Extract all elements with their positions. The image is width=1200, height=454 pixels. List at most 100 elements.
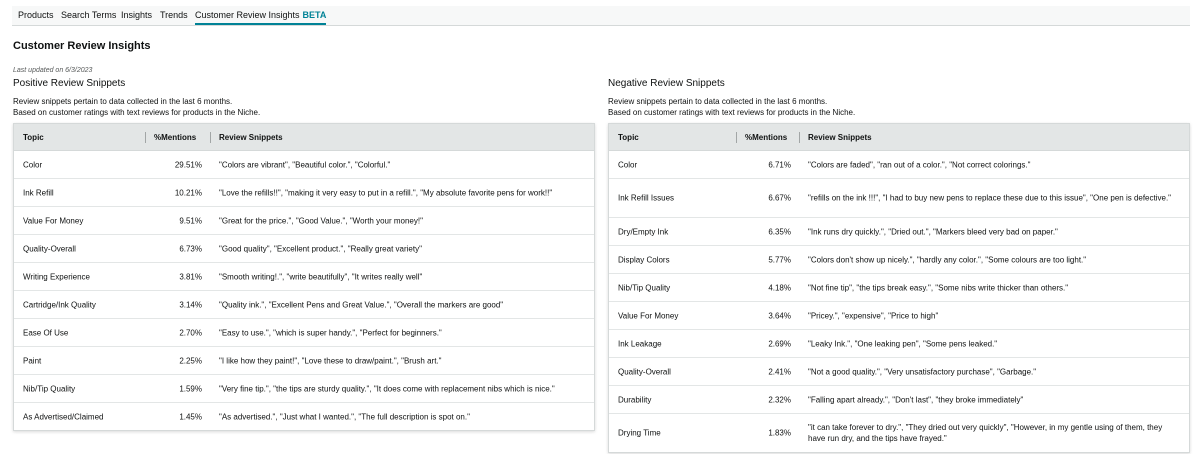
- header-topic: Topic: [618, 133, 639, 142]
- negative-section-title: Negative Review Snippets: [608, 78, 725, 89]
- snippet-cell: "refills on the ink !!!", "I had to buy …: [808, 193, 1172, 203]
- page-title: Customer Review Insights: [13, 40, 151, 52]
- snippet-cell: "Very fine tip.", "the tips are sturdy q…: [219, 384, 555, 393]
- table-row: Cartridge/Ink Quality 3.14% "Quality ink."…: [14, 291, 594, 319]
- topic-cell: Ink Refill Issues: [618, 193, 675, 203]
- snippet-cell: "Leaky Ink.", "One leaking pen", "Some p…: [808, 339, 998, 348]
- negative-description: Review snippets pertain to data collecte…: [608, 96, 855, 118]
- mentions-cell: 6.73%: [179, 244, 202, 253]
- mentions-cell: 2.69%: [768, 339, 791, 348]
- topic-cell: Ease Of Use: [23, 328, 69, 337]
- negative-table-body: Color 6.71% "Colors are faded", "ran out o…: [609, 151, 1189, 452]
- tab-products[interactable]: Products: [18, 10, 54, 20]
- tab-insights[interactable]: Insights: [121, 10, 153, 20]
- snippet-cell: "Falling apart already.", "Don't last", …: [808, 395, 1024, 404]
- mentions-cell: 3.81%: [179, 272, 202, 281]
- table-row: Ease Of Use 2.70% "Easy to use.", "which i…: [14, 319, 594, 347]
- topic-cell: Value For Money: [23, 216, 84, 225]
- mentions-cell: 1.59%: [179, 384, 202, 393]
- topic-cell: Cartridge/Ink Quality: [23, 300, 96, 309]
- snippet-cell: "Colors are faded", "ran out of a color.…: [808, 160, 1031, 169]
- table-row: Value For Money 9.51% "Great for the price…: [14, 207, 594, 235]
- topic-cell: Nib/Tip Quality: [618, 283, 671, 292]
- mentions-cell: 4.18%: [768, 283, 791, 292]
- table-row: Ink Leakage 2.69% "Leaky Ink.", "One leaki…: [609, 330, 1189, 358]
- mentions-cell: 9.51%: [179, 216, 202, 225]
- header-mentions: %Mentions: [154, 133, 197, 142]
- topic-cell: Quality-Overall: [23, 244, 76, 253]
- header-snippets: Review Snippets: [808, 133, 872, 142]
- snippet-cell: "Easy to use.", "which is super handy.",…: [219, 328, 442, 337]
- table-row: Nib/Tip Quality 4.18% "Not fine tip", "the…: [609, 274, 1189, 302]
- mentions-cell: 10.21%: [174, 188, 202, 197]
- tab-search-terms[interactable]: Search Terms: [61, 10, 117, 20]
- mentions-cell: 1.45%: [179, 412, 202, 421]
- topic-cell: Ink Refill: [23, 188, 54, 197]
- table-row: Value For Money 3.64% "Pricey.", "expensiv…: [609, 302, 1189, 330]
- mentions-cell: 2.70%: [179, 328, 202, 337]
- table-row: Color 6.71% "Colors are faded", "ran out o…: [609, 151, 1189, 179]
- topic-cell: Drying Time: [618, 428, 661, 438]
- positive-description: Review snippets pertain to data collecte…: [13, 96, 260, 118]
- topic-cell: As Advertised/Claimed: [23, 412, 104, 421]
- mentions-cell: 6.67%: [768, 193, 791, 203]
- table-header: Topic %Mentions Review Snippets: [14, 124, 594, 151]
- snippet-cell: "I like how they paint!", "Love these to…: [219, 356, 442, 365]
- table-row: Writing Experience 3.81% "Smooth writing!.…: [14, 263, 594, 291]
- beta-badge: BETA: [302, 10, 327, 20]
- snippet-cell: "Love the refills!!", "making it very ea…: [219, 188, 553, 197]
- mentions-cell: 6.35%: [768, 227, 791, 236]
- positive-section-title: Positive Review Snippets: [13, 78, 126, 89]
- mentions-cell: 2.25%: [179, 356, 202, 365]
- column-divider: [210, 132, 211, 143]
- positive-desc-line-2: Based on customer ratings with text revi…: [13, 108, 261, 117]
- nav-tabs: Products Search Terms Insights Trends Cu…: [12, 6, 1190, 26]
- column-divider: [799, 132, 800, 143]
- tab-trends[interactable]: Trends: [160, 10, 188, 20]
- mentions-cell: 5.77%: [768, 255, 791, 264]
- mentions-cell: 3.64%: [768, 311, 791, 320]
- topic-cell: Nib/Tip Quality: [23, 384, 76, 393]
- topic-cell: Color: [618, 160, 638, 169]
- snippet-cell: "Colors are vibrant", "Beautiful color."…: [219, 160, 391, 169]
- mentions-cell: 2.41%: [768, 367, 791, 376]
- snippet-cell: "Pricey.", "expensive", "Price to high": [808, 311, 939, 320]
- last-updated: Last updated on 6/3/2023: [13, 67, 93, 74]
- topic-cell: Paint: [23, 356, 42, 365]
- snippet-cell: "As advertised.", "Just what I wanted.",…: [219, 412, 470, 421]
- tab-customer-review-insights[interactable]: Customer Review Insights BETA: [195, 10, 327, 25]
- positive-desc-line-1: Review snippets pertain to data collecte…: [13, 97, 233, 106]
- topic-cell: Display Colors: [618, 255, 670, 264]
- table-row: Durability 2.32% "Falling apart already.",…: [609, 386, 1189, 414]
- tab-label: Customer Review Insights: [195, 10, 300, 20]
- snippet-cell: "Not fine tip", "the tips break easy.", …: [808, 283, 1069, 292]
- table-row: Drying Time 1.83% "it can take forever to …: [609, 414, 1189, 452]
- mentions-cell: 2.32%: [768, 395, 791, 404]
- table-row: Quality-Overall 2.41% "Not a good quality.…: [609, 358, 1189, 386]
- positive-snippets-table: Topic %Mentions Review Snippets Color 29.…: [13, 123, 595, 431]
- snippet-cell: "it can take forever to dry.", "They dri…: [808, 423, 1163, 443]
- table-row: Display Colors 5.77% "Colors don't show up…: [609, 246, 1189, 274]
- header-topic: Topic: [23, 133, 44, 142]
- table-row: Dry/Empty Ink 6.35% "Ink runs dry quickly.…: [609, 218, 1189, 246]
- snippet-cell: "Great for the price.", "Good Value.", "…: [219, 216, 423, 225]
- topic-cell: Durability: [618, 395, 652, 404]
- topic-cell: Quality-Overall: [618, 367, 671, 376]
- snippet-cell: "Good quality", "Excellent product.", "R…: [219, 244, 422, 253]
- snippet-cell: "Not a good quality.", "Very unsatisfact…: [808, 367, 1037, 376]
- negative-desc-line-1: Review snippets pertain to data collecte…: [608, 97, 828, 106]
- topic-cell: Writing Experience: [23, 272, 90, 281]
- mentions-cell: 6.71%: [768, 160, 791, 169]
- topic-cell: Dry/Empty Ink: [618, 227, 669, 236]
- mentions-cell: 1.83%: [768, 428, 791, 438]
- column-divider: [736, 132, 737, 143]
- table-row: Color 29.51% "Colors are vibrant", "Beauti…: [14, 151, 594, 179]
- header-snippets: Review Snippets: [219, 133, 283, 142]
- table-row: Ink Refill 10.21% "Love the refills!!", "m…: [14, 179, 594, 207]
- snippet-cell: "Smooth writing!.", "write beautifully",…: [219, 272, 423, 281]
- table-row: Quality-Overall 6.73% "Good quality", "Exc…: [14, 235, 594, 263]
- table-row: Ink Refill Issues 6.67% "refills on the in…: [609, 179, 1189, 218]
- header-mentions: %Mentions: [745, 133, 788, 142]
- table-row: Paint 2.25% "I like how they paint!", "Lov…: [14, 347, 594, 375]
- topic-cell: Value For Money: [618, 311, 679, 320]
